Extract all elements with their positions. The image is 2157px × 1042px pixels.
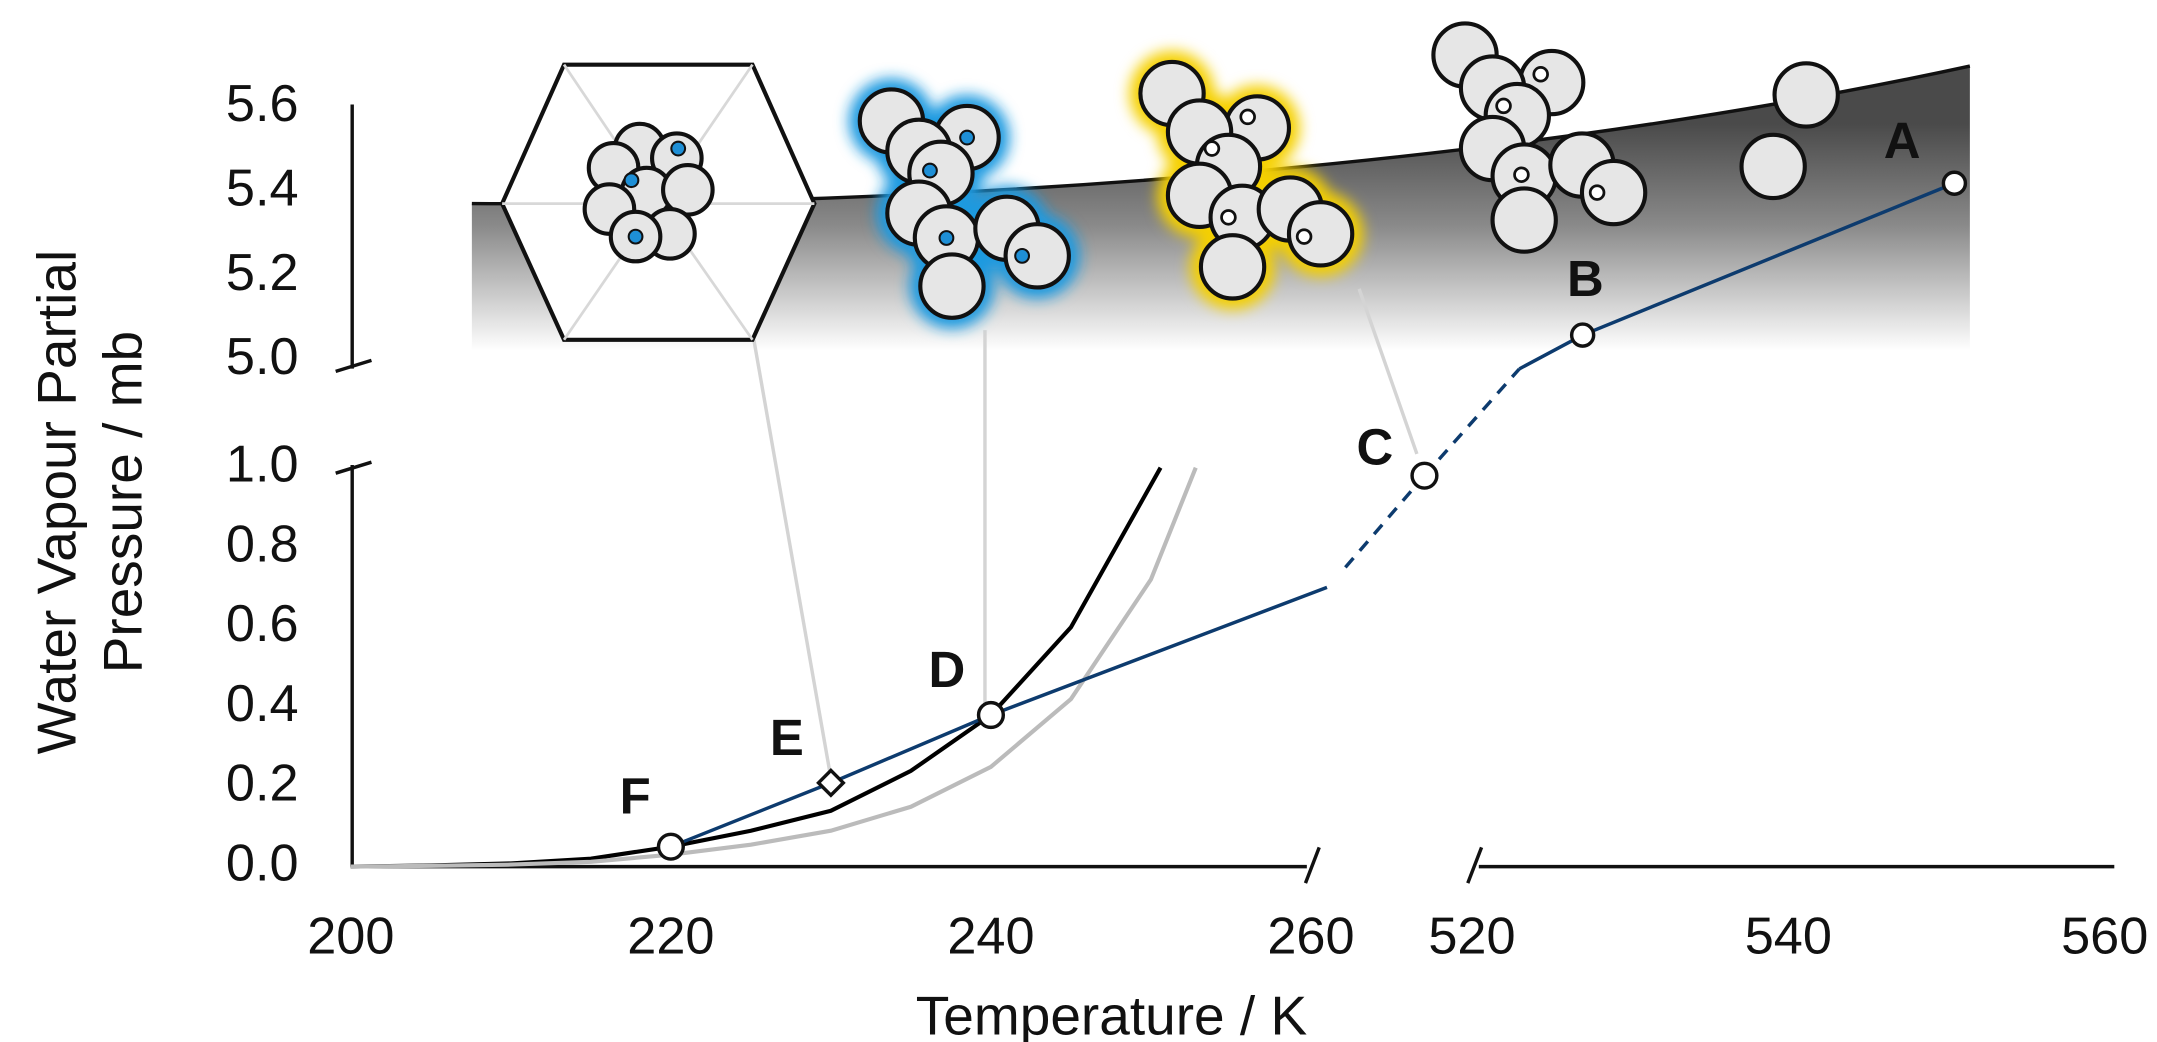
y-axis-title: Water Vapour Partial Pressure / mb: [26, 250, 154, 755]
y-tick-label: 5.4: [226, 159, 299, 217]
y-tick-label: 0.0: [226, 834, 299, 892]
page: Temperature / K Water Vapour Partial Pre…: [0, 0, 2157, 1042]
leader-lines: [754, 289, 1417, 770]
state-label: F: [620, 767, 651, 824]
state-marker: [819, 770, 844, 795]
state-label: D: [929, 641, 966, 698]
x-tick-label: 240: [947, 907, 1034, 965]
chart: Temperature / K Water Vapour Partial Pre…: [0, 0, 2157, 1042]
x-tick-label: 560: [2061, 907, 2148, 965]
x-tick-label: 200: [307, 907, 394, 965]
state-marker: [658, 834, 683, 859]
y-tick-label: 1.0: [226, 436, 299, 494]
y-tick-label: 0.8: [226, 515, 299, 573]
line: [1345, 476, 1424, 568]
y-tick-label: 5.6: [226, 75, 299, 133]
state-label: E: [770, 709, 804, 766]
y-tick-label: 5.2: [226, 244, 299, 302]
state-marker: [1943, 172, 1965, 194]
state-label: B: [1567, 250, 1604, 307]
x-axis-title: Temperature / K: [916, 984, 1308, 1042]
line: [351, 468, 1161, 867]
state-marker: [1572, 324, 1594, 346]
x-tick-label: 540: [1745, 907, 1832, 965]
ice-hexagon: [502, 65, 814, 340]
y-tick-label: 0.4: [226, 675, 299, 733]
x-tick-label: 260: [1267, 907, 1354, 965]
y-tick-label: 0.6: [226, 595, 299, 653]
x-tick-label: 520: [1428, 907, 1515, 965]
transition-connector: [1424, 369, 1519, 476]
y-tick-label: 5.0: [226, 328, 299, 386]
y-tick-label: 0.2: [226, 755, 299, 813]
state-label: C: [1357, 418, 1394, 475]
state-marker: [1412, 463, 1437, 488]
y-axis-title-line: Pressure / mb: [92, 331, 154, 673]
x-tick-label: 220: [627, 907, 714, 965]
state-marker: [979, 703, 1004, 728]
y-axis-title-line: Water Vapour Partial: [26, 250, 88, 755]
state-label: A: [1884, 112, 1921, 169]
